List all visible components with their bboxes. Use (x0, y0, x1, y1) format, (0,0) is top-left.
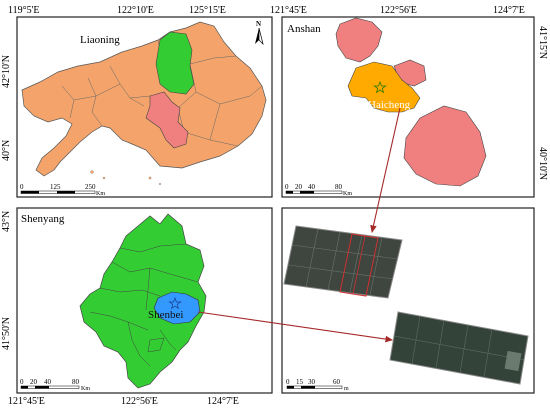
panel-anshan-title: Anshan (287, 23, 321, 35)
panel-liaoning: Liaoning N 0 (16, 16, 273, 198)
panel-shenyang: Shenyang Shenbei 0 20 40 80 Km (16, 207, 273, 394)
liaoning-scale-bar: 0 125 250 Km (20, 183, 105, 197)
panel-anshan: Anshan Haicheng 0 20 40 80 Km (281, 16, 535, 198)
star-icon-shenbei (168, 296, 182, 310)
panel-shenyang-title: Shenyang (21, 213, 65, 225)
star-icon (373, 80, 387, 94)
liaoning-anshan-region (145, 91, 189, 149)
shenbei-region (153, 291, 201, 325)
panel-liaoning-title: Liaoning (80, 34, 120, 46)
field-scale-bar: 0 15 30 60 m (286, 378, 349, 392)
coord-bottom-2: 122°56'E (121, 396, 158, 407)
coord-left-4: 41°50'N (1, 317, 12, 350)
coord-left-3: 43°N (1, 211, 12, 232)
shenyang-scale-tick-2: 40 (44, 378, 52, 386)
coord-top-4: 121°45'E (270, 5, 307, 16)
arrow-shenbei-to-field (197, 311, 394, 343)
shenbei-field-image (389, 311, 529, 385)
shenyang-scale-tick-3: 80 (72, 378, 80, 386)
panel-field-imagery: 0 15 30 60 m (281, 207, 535, 394)
field-scale-tick-0: 0 (286, 378, 290, 386)
field-scale-tick-3: 60 (333, 378, 341, 386)
liaoning-shenyang-region (155, 31, 195, 95)
coord-right-2: 40°10'N (537, 147, 548, 180)
shenyang-scale-tick-1: 20 (30, 378, 38, 386)
liaoning-scale-tick-1: 125 (50, 183, 61, 191)
coord-top-3: 125°15'E (189, 5, 226, 16)
anshan-scale-bar: 0 20 40 80 Km (285, 183, 352, 197)
liaoning-scale-tick-2: 250 (85, 183, 96, 191)
coord-top-2: 122°10'E (117, 5, 154, 16)
shenyang-scale-unit: Km (81, 386, 90, 392)
north-arrow-icon: N (255, 20, 264, 46)
haicheng-label: Haicheng (368, 99, 411, 111)
coord-left-1: 42°10'N (1, 55, 12, 88)
field-scale-tick-2: 30 (308, 378, 316, 386)
haicheng-field-image (283, 225, 403, 299)
coord-right-1: 41°15'N (537, 26, 548, 59)
anshan-district-south (403, 105, 487, 187)
coord-top-6: 124°7'E (493, 5, 525, 16)
liaoning-scale-unit: Km (96, 191, 105, 197)
anshan-scale-tick-3: 80 (335, 183, 343, 191)
shenyang-scale-tick-0: 0 (20, 378, 24, 386)
anshan-scale-tick-2: 40 (308, 183, 316, 191)
shenbei-label: Shenbei (148, 309, 183, 321)
liaoning-islands (90, 170, 162, 186)
anshan-scale-unit: Km (343, 191, 352, 197)
anshan-scale-tick-0: 0 (285, 183, 289, 191)
field-scale-unit: m (344, 386, 349, 392)
shenyang-district-boundaries (89, 243, 199, 367)
shenyang-city-shape (79, 213, 207, 389)
field-scale-tick-1: 15 (296, 378, 304, 386)
coord-bottom-1: 121°45'E (8, 396, 45, 407)
shenyang-scale-bar: 0 20 40 80 Km (20, 378, 90, 392)
coord-left-2: 40°N (1, 140, 12, 161)
arrow-haicheng-to-field (370, 107, 401, 234)
anshan-district-north (335, 17, 383, 63)
coord-top-1: 119°5'E (8, 5, 40, 16)
coord-top-5: 122°56'E (380, 5, 417, 16)
coord-bottom-3: 124°7'E (207, 396, 239, 407)
anshan-scale-tick-1: 20 (295, 183, 303, 191)
liaoning-scale-tick-0: 0 (20, 183, 24, 191)
north-label: N (256, 20, 261, 28)
